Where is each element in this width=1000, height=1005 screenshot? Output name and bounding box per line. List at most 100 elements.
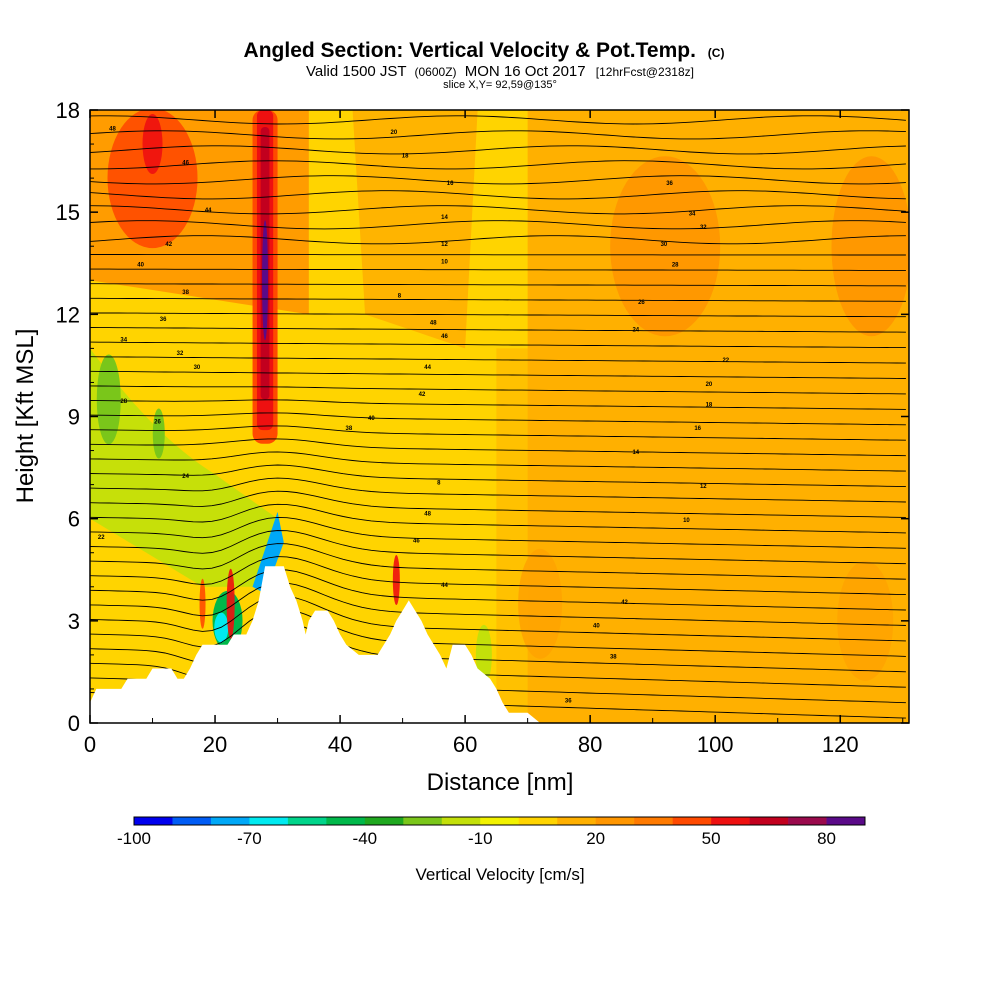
chart-title: Angled Section: Vertical Velocity & Pot.… <box>244 39 725 62</box>
theta-contour-label: 12 <box>441 242 448 248</box>
colorbar-tick-label: -40 <box>353 829 378 848</box>
x-tick-label: 20 <box>203 732 227 757</box>
theta-contour-label: 20 <box>706 382 713 388</box>
x-tick-label: 40 <box>328 732 352 757</box>
theta-contour-label: 42 <box>621 600 628 606</box>
theta-contour-label: 30 <box>194 365 201 371</box>
theta-contour-label: 36 <box>565 699 572 705</box>
colorbar-swatch <box>634 817 673 825</box>
theta-contour-label: 34 <box>120 338 127 344</box>
terrain <box>90 566 541 723</box>
theta-contour-label: 44 <box>424 365 431 371</box>
theta-contour-line <box>90 115 906 125</box>
y-tick-label: 0 <box>68 711 80 736</box>
theta-contour-label: 44 <box>441 583 448 589</box>
theta-contour-line <box>90 530 906 565</box>
theta-contour-line <box>90 543 906 580</box>
theta-contour-line <box>90 370 906 379</box>
field-downdraft-lee <box>252 511 284 594</box>
colorbar: -100 -70 -40 -10 20 50 80 <box>117 816 866 848</box>
theta-contour-line <box>90 205 906 215</box>
field-downdraft-west-core2 <box>152 408 165 459</box>
colorbar-tick-label: -70 <box>237 829 262 848</box>
theta-contour-line <box>90 608 906 657</box>
x-tick-label: 80 <box>578 732 602 757</box>
theta-contour-label: 38 <box>345 426 352 432</box>
chart-title-text: Angled Section: Vertical Velocity & Pot.… <box>244 39 696 62</box>
x-tick-label: 100 <box>697 732 734 757</box>
theta-contour-label: 48 <box>424 511 431 517</box>
colorbar-swatch <box>672 817 712 825</box>
theta-contour-label: 20 <box>390 130 397 136</box>
field-zone-east <box>496 348 909 723</box>
theta-contour-label: 8 <box>398 293 402 299</box>
y-tick-label: 6 <box>68 507 80 532</box>
colorbar-tick-label: -10 <box>468 829 493 848</box>
field-zone-upper-mid <box>352 110 478 349</box>
theta-contour-label: 48 <box>430 321 437 327</box>
chart-title-unit: (C) <box>708 46 725 60</box>
theta-contour-line <box>90 595 906 642</box>
theta-contour-label: 38 <box>610 654 617 660</box>
theta-contour-line <box>90 451 906 472</box>
field-updraft-nw-core <box>142 114 163 175</box>
theta-contour-label: 12 <box>700 484 707 490</box>
theta-contour-label: 28 <box>120 399 127 405</box>
x-tick-label: 60 <box>453 732 477 757</box>
subtitle-valid: Valid 1500 JST <box>306 63 406 80</box>
theta-contour-line <box>90 268 906 271</box>
theta-contour-label: 48 <box>109 126 116 132</box>
colorbar-tick-label: 20 <box>586 829 605 848</box>
theta-contour-label: 40 <box>137 263 144 269</box>
theta-contour-label: 46 <box>182 160 189 166</box>
theta-contour-label: 32 <box>700 225 707 231</box>
colorbar-tick-label: 80 <box>817 829 836 848</box>
colorbar-swatch <box>480 817 520 825</box>
y-tick-label: 15 <box>56 200 80 225</box>
theta-contour-line <box>90 220 906 230</box>
y-axis-title: Height [Kft MSL] <box>12 329 39 504</box>
theta-contour-label: 30 <box>661 242 668 248</box>
field-updraft-ne <box>610 156 721 337</box>
field-updraft-nw <box>107 110 198 249</box>
theta-contour-line <box>90 160 906 170</box>
field-updraft-valley <box>226 568 235 639</box>
theta-contour-label: 42 <box>165 242 172 248</box>
theta-contour-line <box>90 490 906 518</box>
field-updraft-e <box>831 156 909 337</box>
theta-contour-line <box>90 130 906 140</box>
x-axis-title: Distance [nm] <box>427 769 574 796</box>
plot-area: 48 46 44 42 40 38 36 34 32 30 28 26 24 22 20 18 16 14 12 10… <box>90 110 909 723</box>
colorbar-swatch <box>441 817 481 825</box>
field-downdraft-west-core <box>96 354 121 445</box>
theta-contour-label: 14 <box>441 215 448 221</box>
theta-contour-line <box>90 516 906 549</box>
subtitle-utc: (0600Z) <box>415 65 457 79</box>
theta-contour-label: 46 <box>441 334 448 340</box>
theta-contour-line <box>90 175 906 185</box>
theta-contour-line <box>90 399 906 410</box>
theta-contour-label: 44 <box>205 208 212 214</box>
slice-label: slice X,Y= 92,59@135° <box>443 79 557 91</box>
field-downdraft-east <box>475 624 492 685</box>
theta-contour-line <box>90 327 906 333</box>
x-tick-label: 120 <box>822 732 859 757</box>
theta-contour-line <box>90 312 906 318</box>
colorbar-swatch <box>518 817 558 825</box>
theta-contour-label: 34 <box>689 212 696 218</box>
colorbar-swatch <box>403 817 443 825</box>
subtitle-forecast: [12hrFcst@2318z] <box>596 65 694 79</box>
theta-contour-label: 40 <box>368 416 375 422</box>
theta-contour-label: 18 <box>706 402 713 408</box>
colorbar-swatch <box>210 817 250 825</box>
theta-contour-label: 36 <box>160 317 167 323</box>
theta-contour-line <box>90 297 906 302</box>
colorbar-swatch <box>557 817 596 825</box>
colorbar-swatch <box>749 817 789 825</box>
theta-contour-line <box>90 556 906 596</box>
theta-contour-line <box>90 464 906 488</box>
theta-contour-line <box>90 477 906 503</box>
theta-contour-label: 16 <box>694 426 701 432</box>
y-tick-label: 3 <box>68 609 80 634</box>
